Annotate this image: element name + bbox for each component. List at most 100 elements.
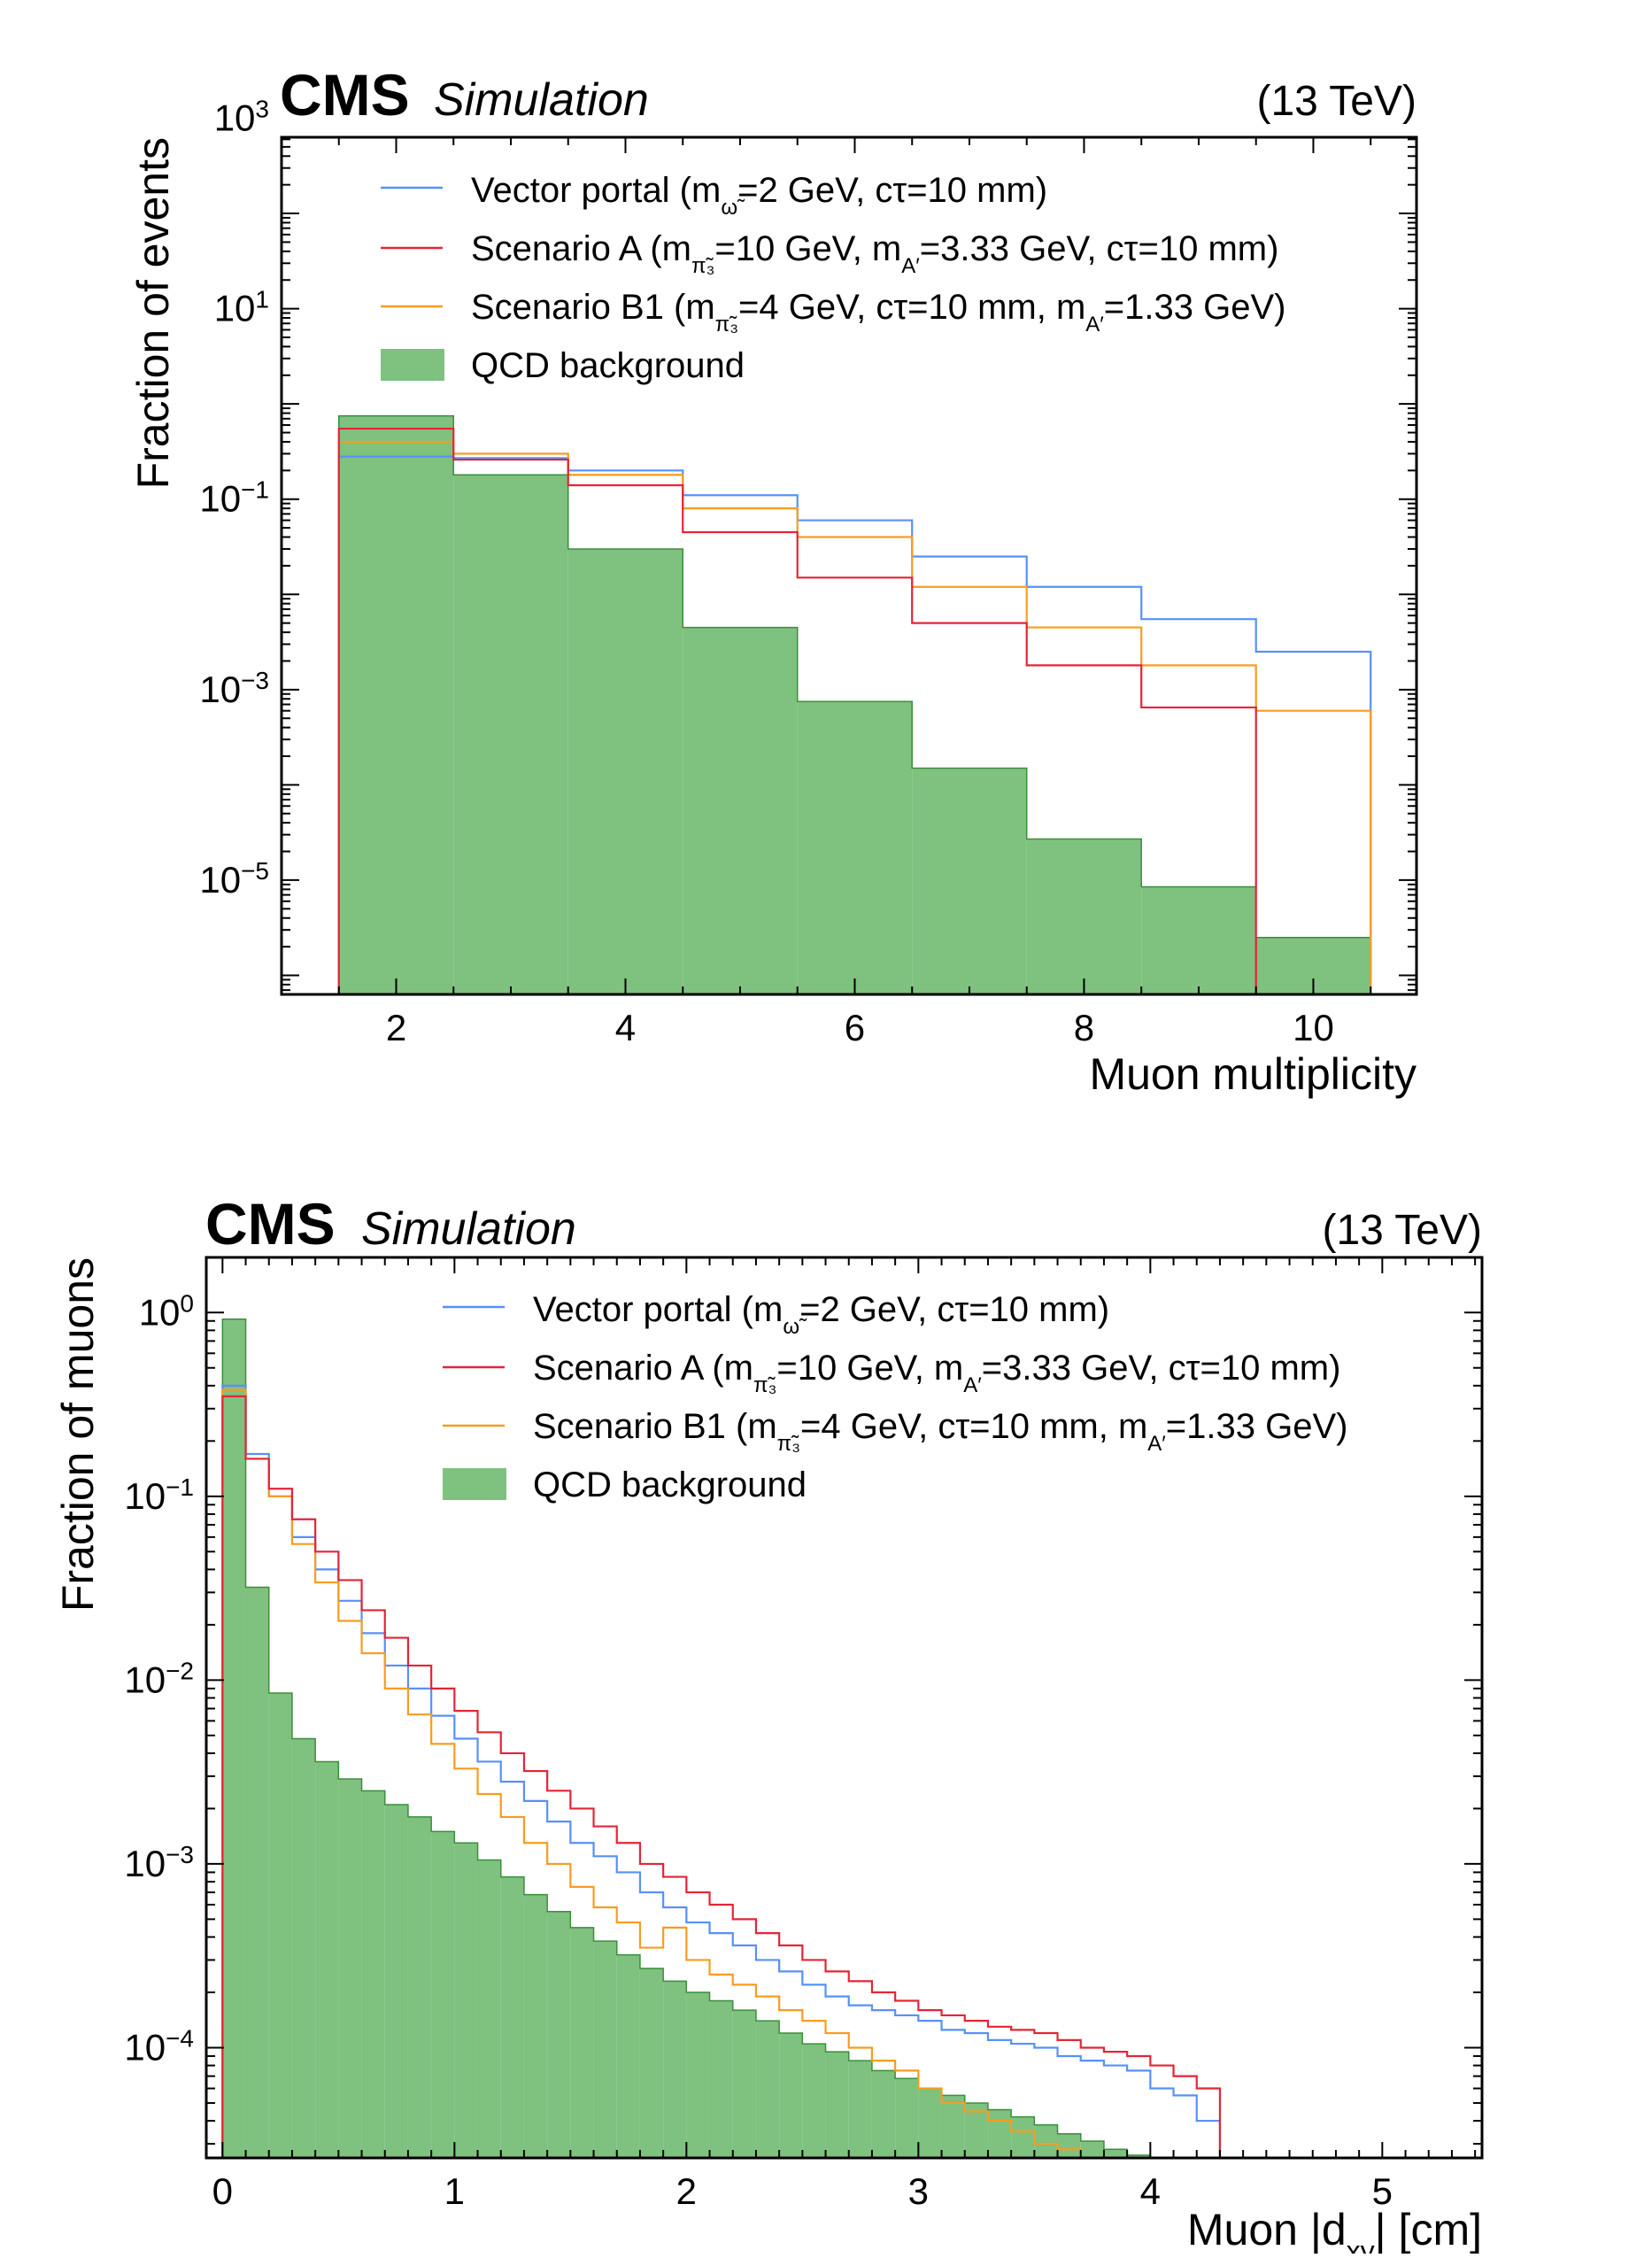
y-tick-label-bottom: 100: [139, 1289, 194, 1334]
qcd-bar-bottom: [222, 1318, 246, 2158]
qcd-outline-top: [337, 414, 1371, 994]
qcd-bar-bottom: [895, 2078, 919, 2158]
legend-swatch-qcd-top: [381, 349, 444, 381]
qcd-bar-bottom: [663, 1981, 687, 2158]
y-axis-top: 103 101 10−1 10−3 10−5: [199, 95, 1417, 992]
qcd-bar-bottom: [1057, 2133, 1081, 2158]
y-tick-label-top: 10−1: [199, 476, 269, 520]
chart-top: CMS Simulation (13 TeV) 2 4 6 8 10 103 101 10−…: [128, 62, 1418, 1099]
qcd-bar-top: [912, 768, 1027, 994]
x-tick-label-top: 8: [1074, 1007, 1094, 1048]
qcd-bar-top: [453, 475, 568, 994]
qcd-bar-bottom: [1080, 2141, 1104, 2158]
plot-area-top: [337, 414, 1372, 996]
qcd-bar-bottom: [732, 2010, 756, 2158]
axes-frame-bottom: [205, 1256, 1484, 2160]
y-tick-label-bottom: 10−2: [124, 1657, 194, 1701]
qcd-bar-bottom: [1103, 2149, 1128, 2158]
qcd-bar-bottom: [1011, 2116, 1035, 2158]
legend-bottom: Vector portal (mω̃=2 GeV, cτ=10 mm) Scen…: [443, 1290, 1347, 1504]
cms-label-bottom: CMS: [205, 1191, 336, 1257]
qcd-bar-bottom: [431, 1831, 455, 2158]
qcd-bar-bottom: [338, 1778, 362, 2158]
qcd-bar-bottom: [755, 2021, 780, 2158]
x-axis-title-top: Muon multiplicity: [1089, 1049, 1417, 1099]
qcd-bar-bottom: [245, 1587, 269, 2158]
y-tick-label-bottom: 10−3: [124, 1840, 194, 1884]
legend-label-scenarioB1-bottom: Scenario B1 (mπ̃₃=4 GeV, cτ=10 mm, mA′=1…: [533, 1407, 1347, 1456]
qcd-bar-bottom: [291, 1738, 316, 2158]
qcd-bar-bottom: [802, 2044, 826, 2158]
qcd-bar-bottom: [454, 1843, 478, 2158]
simulation-label-bottom: Simulation: [361, 1203, 576, 1255]
qcd-bar-bottom: [500, 1876, 524, 2158]
qcd-bar-top: [683, 627, 798, 994]
y-tick-label-top: 10−3: [199, 666, 269, 710]
vector-step-line-top: [337, 455, 1372, 994]
legend-label-qcd-bottom: QCD background: [533, 1465, 807, 1504]
y-tick-label-top: 103: [214, 95, 269, 139]
qcd-bar-bottom: [407, 1816, 432, 2158]
qcd-bar-bottom: [871, 2070, 896, 2158]
cms-label-top: CMS: [280, 62, 410, 128]
x-tick-label-top: 6: [845, 1007, 865, 1048]
x-tick-label-bottom: 1: [444, 2170, 465, 2212]
legend-top: Vector portal (mω̃=2 GeV, cτ=10 mm) Scen…: [381, 171, 1285, 385]
x-axis-top: 2 4 6 8 10: [281, 137, 1372, 1048]
x-axis-title-bottom: Muon |dxy| [cm]: [1187, 2205, 1482, 2254]
legend-label-scenarioA-bottom: Scenario A (mπ̃₃=10 GeV, mA′=3.33 GeV, c…: [533, 1349, 1340, 1397]
x-tick-label-bottom: 5: [1372, 2170, 1393, 2212]
qcd-bar-bottom: [593, 1941, 617, 2158]
qcd-bar-bottom: [523, 1894, 548, 2158]
y-tick-label-bottom: 10−4: [124, 2024, 194, 2069]
qcd-bar-bottom: [639, 1968, 664, 2158]
y-tick-label-bottom: 10−1: [124, 1473, 194, 1517]
legend-swatch-qcd-bottom: [443, 1468, 506, 1500]
qcd-bar-bottom: [1127, 2154, 1151, 2158]
y-axis-title-bottom: Fraction of muons: [53, 1257, 103, 1612]
vector-step-line-bottom: [221, 1384, 1222, 2158]
legend-label-qcd-top: QCD background: [471, 346, 745, 385]
scenarioA-step-line-bottom: [221, 1395, 1222, 2158]
legend-label-vector-top: Vector portal (mω̃=2 GeV, cτ=10 mm): [471, 171, 1047, 220]
x-tick-label-top: 4: [615, 1007, 636, 1048]
qcd-bar-bottom: [709, 2000, 733, 2158]
y-tick-label-top: 101: [214, 285, 269, 329]
qcd-bar-bottom: [570, 1927, 594, 2158]
qcd-bar-bottom: [825, 2052, 849, 2158]
qcd-bar-bottom: [547, 1911, 571, 2158]
x-tick-label-bottom: 2: [676, 2170, 697, 2212]
qcd-bar-top: [1141, 886, 1256, 994]
x-tick-label-bottom: 3: [908, 2170, 929, 2212]
qcd-bar-bottom: [918, 2088, 942, 2158]
scenarioB1-step-line-bottom: [221, 1388, 1220, 2160]
qcd-bar-bottom: [686, 1991, 710, 2158]
qcd-bar-bottom: [616, 1954, 640, 2158]
qcd-bar-bottom: [987, 2109, 1012, 2158]
scenarioA-step-line-top: [337, 427, 1371, 996]
qcd-bar-bottom: [384, 1805, 408, 2158]
y-axis-bottom: 100 10−1 10−2 10−3 10−4: [124, 1289, 1482, 2145]
legend-label-vector-bottom: Vector portal (mω̃=2 GeV, cτ=10 mm): [533, 1290, 1109, 1339]
plot-area-bottom: [221, 1318, 1222, 2160]
qcd-bar-bottom: [268, 1693, 292, 2158]
legend-label-scenarioB1-top: Scenario B1 (mπ̃₃=4 GeV, cτ=10 mm, mA′=1…: [471, 288, 1285, 336]
qcd-outline-bottom: [221, 1318, 1220, 2159]
x-tick-label-bottom: 4: [1140, 2170, 1161, 2212]
scenarioB1-step-line-top: [337, 440, 1372, 994]
qcd-bar-top: [338, 415, 454, 995]
qcd-bar-bottom: [779, 2033, 803, 2158]
qcd-bar-top: [1026, 839, 1142, 994]
legend-label-scenarioA-top: Scenario A (mπ̃₃=10 GeV, mA′=3.33 GeV, c…: [471, 229, 1278, 278]
x-axis-bottom: 0 1 2 3 4 5: [212, 1257, 1477, 2212]
y-axis-title-top: Fraction of events: [128, 137, 178, 489]
qcd-bar-bottom: [477, 1860, 501, 2158]
x-tick-label-top: 2: [386, 1007, 406, 1048]
energy-label-top: (13 TeV): [1256, 78, 1417, 125]
qcd-bar-bottom: [1034, 2124, 1058, 2158]
qcd-bar-top: [567, 548, 683, 994]
energy-label-bottom: (13 TeV): [1322, 1207, 1482, 1254]
